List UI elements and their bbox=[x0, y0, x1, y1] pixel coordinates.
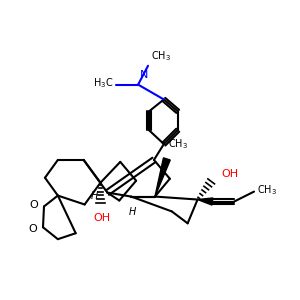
Text: OH: OH bbox=[93, 213, 110, 224]
Polygon shape bbox=[198, 198, 213, 205]
Text: H$_3$C: H$_3$C bbox=[93, 76, 113, 90]
Polygon shape bbox=[155, 158, 170, 196]
Text: O: O bbox=[29, 200, 38, 210]
Text: N: N bbox=[140, 70, 148, 80]
Text: H: H bbox=[91, 190, 98, 201]
Text: OH: OH bbox=[221, 169, 239, 179]
Text: O: O bbox=[28, 224, 37, 234]
Text: H: H bbox=[129, 207, 136, 217]
Text: CH$_3$: CH$_3$ bbox=[257, 183, 277, 197]
Text: CH$_3$: CH$_3$ bbox=[151, 49, 171, 63]
Text: CH$_3$: CH$_3$ bbox=[168, 138, 188, 152]
